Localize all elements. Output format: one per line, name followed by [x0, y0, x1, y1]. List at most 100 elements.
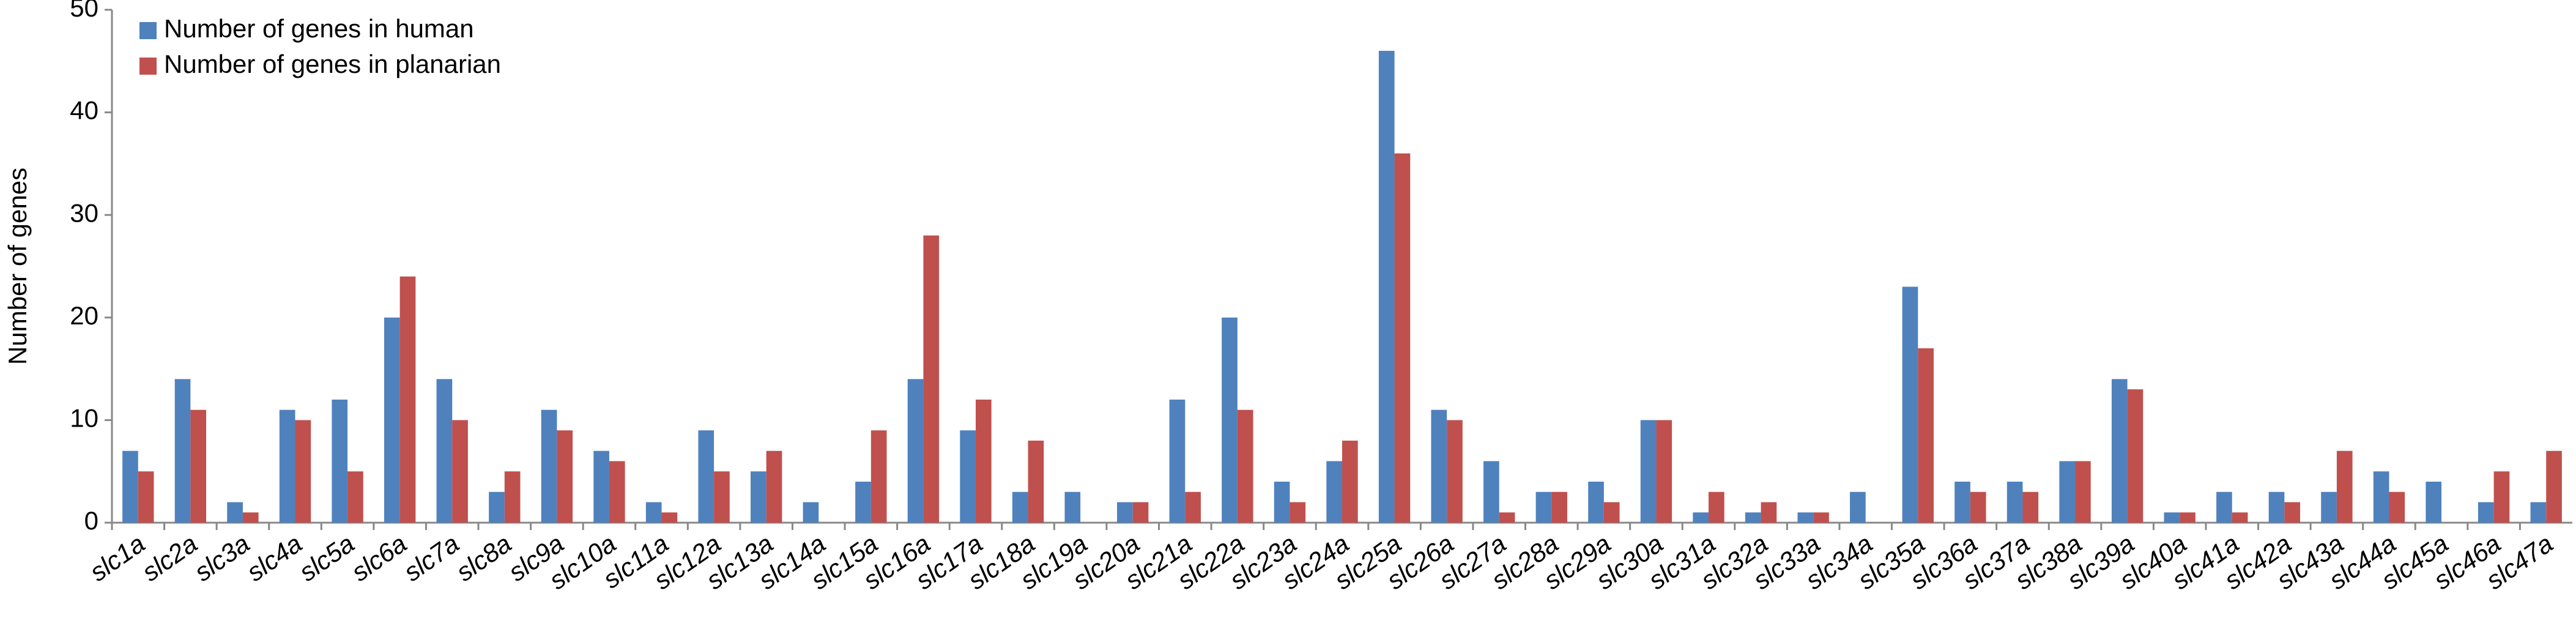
bar: [2389, 491, 2405, 523]
bar: [1535, 491, 1552, 523]
bar: [2075, 461, 2091, 523]
bar: [803, 502, 819, 523]
bar: [1222, 317, 1238, 523]
bar: [1745, 512, 1761, 523]
bar: [138, 471, 154, 523]
legend-label: Number of genes in planarian: [164, 50, 501, 78]
bar: [2426, 481, 2442, 523]
bar: [452, 420, 468, 523]
bar: [661, 512, 678, 523]
bar: [242, 512, 259, 523]
bar: [751, 471, 766, 523]
bar: [332, 399, 348, 523]
bar: [2059, 461, 2076, 523]
bar: [907, 379, 924, 523]
x-tick-label: slc1a: [84, 529, 150, 587]
bar: [1064, 491, 1081, 523]
bar: [2164, 512, 2180, 523]
bar: [923, 235, 940, 523]
bar: [557, 430, 573, 523]
bar: [1290, 502, 1306, 523]
bar: [960, 430, 976, 523]
bar: [1551, 491, 1567, 523]
bar: [1640, 420, 1657, 523]
bar: [1028, 440, 1044, 523]
bar: [2336, 450, 2353, 523]
bar: [2232, 512, 2248, 523]
bar: [174, 379, 191, 523]
y-tick-label: 0: [84, 506, 98, 535]
bar: [593, 450, 609, 523]
x-tick-label: slc5a: [294, 529, 359, 587]
bar: [714, 471, 730, 523]
bar: [1499, 512, 1515, 523]
bar: [855, 481, 871, 523]
bar: [122, 450, 138, 523]
bar: [1342, 440, 1358, 523]
x-tick-label: slc4a: [242, 529, 307, 587]
x-tick-label: slc7a: [398, 529, 464, 587]
bar: [384, 317, 400, 523]
bar: [2493, 471, 2510, 523]
bar: [1274, 481, 1290, 523]
bar: [2530, 502, 2547, 523]
y-axis-label: Number of genes: [3, 168, 32, 365]
bar: [2284, 502, 2301, 523]
bar: [1326, 461, 1342, 523]
bar: [2478, 502, 2494, 523]
bar: [190, 409, 207, 523]
bar: [1954, 481, 1970, 523]
bar: [1447, 420, 1463, 523]
bar: [1603, 502, 1620, 523]
bar: [1656, 420, 1672, 523]
bar: [1237, 409, 1253, 523]
x-tick-label: slc6a: [346, 529, 412, 587]
bar: [2006, 481, 2023, 523]
bar: [645, 502, 662, 523]
bar: [227, 502, 243, 523]
bar: [2022, 491, 2039, 523]
bar: [504, 471, 521, 523]
bar: [1693, 512, 1709, 523]
y-tick-label: 40: [70, 96, 98, 125]
bar: [2216, 491, 2232, 523]
bar: [1483, 461, 1499, 523]
bar: [2127, 389, 2144, 523]
bar: [1850, 491, 1866, 523]
bar: [1394, 153, 1411, 523]
bar: [2321, 491, 2337, 523]
bar: [399, 276, 416, 523]
bar: [1588, 481, 1604, 523]
bar: [2111, 379, 2128, 523]
bar: [1902, 286, 1918, 523]
bar: [1117, 502, 1133, 523]
bar: [1761, 502, 1777, 523]
legend-swatch: [139, 58, 157, 75]
bar: [295, 420, 311, 523]
bar: [975, 399, 992, 523]
bar: [766, 450, 782, 523]
bar: [279, 409, 295, 523]
bar: [1970, 491, 1986, 523]
bar: [541, 409, 557, 523]
bar: [347, 471, 363, 523]
bar: [1797, 512, 1814, 523]
bar: [489, 491, 505, 523]
bar: [1813, 512, 1829, 523]
legend-label: Number of genes in human: [164, 14, 474, 43]
bar: [2373, 471, 2389, 523]
bar: [1169, 399, 1186, 523]
bar: [609, 461, 625, 523]
bar: [1431, 409, 1447, 523]
bar: [1185, 491, 1201, 523]
bar: [2546, 450, 2562, 523]
x-tick-label: slc2a: [137, 529, 202, 587]
x-tick-label: slc8a: [451, 529, 516, 587]
bar: [1012, 491, 1028, 523]
bar: [1709, 491, 1724, 523]
bar: [2180, 512, 2196, 523]
bar: [1132, 502, 1149, 523]
legend-swatch: [139, 22, 157, 39]
y-tick-label: 20: [70, 301, 98, 330]
